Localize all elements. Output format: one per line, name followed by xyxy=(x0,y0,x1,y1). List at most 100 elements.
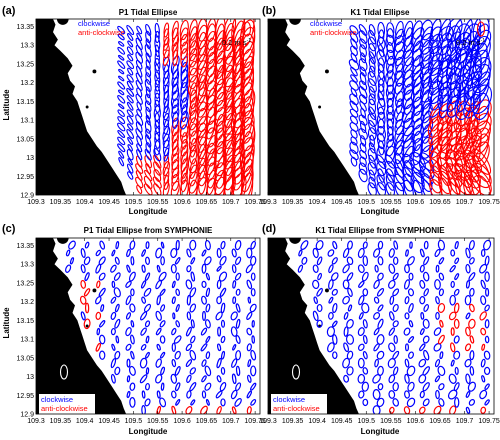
ellipse-clockwise xyxy=(171,342,176,353)
y-tick-label: 13.2 xyxy=(20,299,34,306)
ellipse-clockwise xyxy=(117,60,126,69)
ellipse-clockwise xyxy=(362,334,368,345)
ellipse-clockwise xyxy=(357,357,365,369)
ellipse-clockwise xyxy=(418,358,427,368)
ellipse-clockwise xyxy=(484,304,490,312)
ellipse-clockwise xyxy=(332,240,338,250)
ellipse-clockwise xyxy=(386,118,394,136)
island xyxy=(334,161,339,166)
x-tick-label: 109.3 xyxy=(259,418,277,425)
ellipse-clockwise xyxy=(159,351,166,359)
ellipse-clockwise xyxy=(376,132,386,150)
ellipse-clockwise xyxy=(373,279,380,289)
x-tick-label: 109.55 xyxy=(380,199,402,206)
ellipse-clockwise xyxy=(394,159,405,178)
ellipse-clockwise xyxy=(464,294,472,306)
ellipse-clockwise xyxy=(205,287,211,297)
ellipse-clockwise xyxy=(376,111,386,129)
ellipse-clockwise xyxy=(118,41,125,47)
ellipse-clockwise xyxy=(450,359,455,367)
ellipse-clockwise xyxy=(114,256,120,265)
ellipse-clockwise xyxy=(437,365,446,377)
ellipse-clockwise xyxy=(434,358,441,368)
ellipse-clockwise xyxy=(343,374,350,383)
ellipse-clockwise xyxy=(80,264,86,274)
ellipse-clockwise xyxy=(231,373,237,385)
x-tick-label: 109.75 xyxy=(244,199,266,206)
ellipse-clockwise xyxy=(127,54,134,62)
ellipse-clockwise xyxy=(454,257,460,265)
ellipse-clockwise xyxy=(367,127,377,141)
ellipse-clockwise xyxy=(115,240,120,250)
ellipse-clockwise xyxy=(220,302,226,314)
ellipse-anti-clockwise xyxy=(241,158,254,193)
ellipse-clockwise xyxy=(135,44,143,57)
ellipse-clockwise xyxy=(328,296,334,304)
ellipse-anti-clockwise xyxy=(143,175,153,190)
ellipse-clockwise xyxy=(408,272,414,281)
ellipse-clockwise xyxy=(154,57,161,72)
ellipse-anti-clockwise xyxy=(200,405,208,414)
y-tick-label: 13.35 xyxy=(16,24,34,31)
ellipse-clockwise xyxy=(392,288,400,297)
ellipse-clockwise xyxy=(385,70,396,87)
ellipse-clockwise xyxy=(247,374,252,383)
ellipse-clockwise xyxy=(453,288,460,296)
island xyxy=(56,238,69,244)
ellipse-clockwise xyxy=(342,295,350,305)
island xyxy=(85,324,89,328)
ellipse-clockwise xyxy=(395,20,404,40)
ellipse-clockwise xyxy=(376,126,386,142)
ellipse-clockwise xyxy=(126,87,135,97)
x-tick-label: 109.65 xyxy=(429,199,451,206)
island xyxy=(289,238,301,244)
ellipse-clockwise xyxy=(127,171,134,180)
ellipse-clockwise xyxy=(435,389,440,400)
ellipse-clockwise xyxy=(145,367,150,375)
ellipse-clockwise xyxy=(250,365,257,377)
ellipse-clockwise xyxy=(190,319,195,329)
ellipse-clockwise xyxy=(327,249,335,257)
island xyxy=(85,105,89,109)
ellipse-clockwise xyxy=(361,271,369,282)
ellipse-clockwise xyxy=(129,382,136,391)
ellipse-clockwise xyxy=(216,357,222,369)
ellipse-anti-clockwise xyxy=(156,405,161,414)
ellipse-clockwise xyxy=(483,366,491,375)
ellipse-clockwise xyxy=(468,240,475,251)
x-tick-label: 109.4 xyxy=(308,199,326,206)
x-tick-label: 109.65 xyxy=(429,418,451,425)
ellipse-clockwise xyxy=(186,390,192,399)
ellipse-clockwise xyxy=(350,136,358,146)
ellipse-clockwise xyxy=(155,279,163,290)
ellipse-clockwise xyxy=(232,343,237,351)
x-tick-label: 109.5 xyxy=(125,199,143,206)
ellipse-clockwise xyxy=(439,351,444,360)
island xyxy=(289,19,301,25)
ellipse-clockwise xyxy=(201,249,207,257)
ellipse-clockwise xyxy=(465,373,471,385)
ellipse-clockwise xyxy=(386,22,395,38)
ellipse-clockwise xyxy=(180,97,189,116)
ellipse-clockwise xyxy=(99,240,106,250)
ellipse-clockwise xyxy=(423,271,430,282)
ellipse-clockwise xyxy=(159,288,166,296)
ellipse-anti-clockwise xyxy=(449,405,457,414)
ellipse-clockwise xyxy=(235,303,241,313)
ellipse-clockwise xyxy=(316,319,323,328)
ellipse-clockwise xyxy=(434,375,441,383)
ellipse-clockwise xyxy=(372,405,381,414)
ellipse-clockwise xyxy=(113,287,121,298)
ellipse-anti-clockwise xyxy=(437,303,446,313)
ellipse-anti-clockwise xyxy=(153,161,162,176)
ellipse-clockwise xyxy=(175,399,181,406)
ellipse-clockwise xyxy=(117,116,126,125)
ellipse-clockwise xyxy=(145,128,152,140)
panel-letter: (d) xyxy=(262,223,276,235)
ellipse-clockwise xyxy=(218,271,228,282)
ellipse-clockwise xyxy=(449,294,457,306)
ellipse-clockwise xyxy=(135,80,143,91)
ellipse-clockwise xyxy=(171,296,176,305)
y-tick-label: 13.05 xyxy=(16,136,34,143)
ellipse-clockwise xyxy=(438,257,445,265)
